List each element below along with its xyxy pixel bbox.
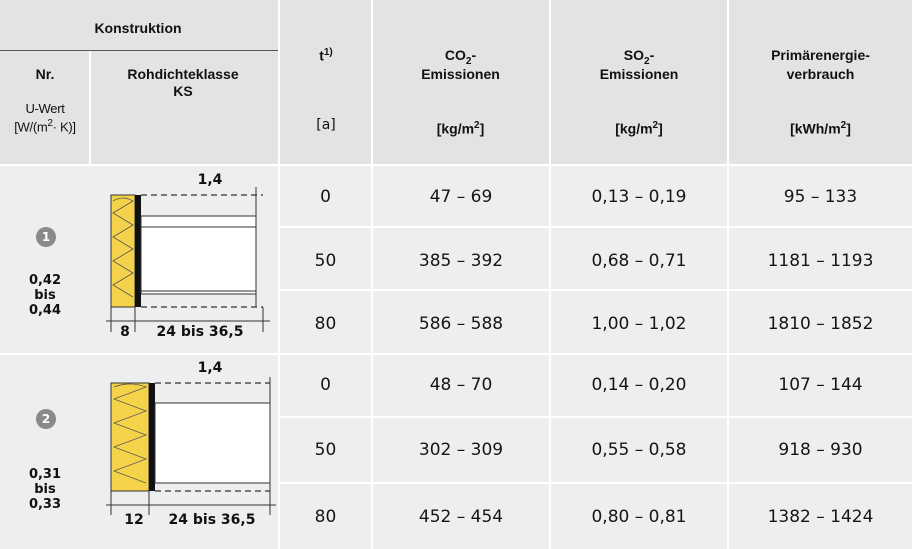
construction-2-u-to: 0,33	[28, 497, 62, 512]
header-t-unit: [a]	[316, 117, 336, 133]
row-divider-1b	[279, 289, 912, 291]
header-nr: Nr.	[35, 66, 55, 82]
table-cell-so2: 0,14 – 0,20	[591, 375, 687, 395]
header-so2: SO2-	[623, 47, 655, 67]
construction-1-u-from: 0,42	[28, 273, 62, 288]
header-background	[0, 0, 912, 165]
col-divider-co2	[371, 0, 373, 549]
table-cell-co2: 302 – 309	[418, 440, 504, 460]
table-cell-so2: 0,13 – 0,19	[591, 187, 687, 207]
header-so2-unit: [kg/m2]	[615, 120, 663, 137]
table-cell-t: 50	[314, 440, 337, 460]
table-cell-so2: 0,80 – 0,81	[591, 507, 687, 527]
col-divider-1	[89, 51, 91, 165]
table-cell-pe: 1382 – 1424	[767, 507, 874, 527]
row-divider-2a	[279, 416, 912, 418]
construction-2-badge: 2	[36, 409, 56, 429]
table-cell-t: 80	[314, 314, 337, 334]
table-cell-pe: 107 – 144	[778, 375, 863, 395]
construction-2-wall-diagram	[106, 377, 276, 515]
table-cell-pe: 1181 – 1193	[767, 251, 874, 271]
table-cell-co2: 452 – 454	[418, 507, 504, 527]
construction-1-u-bis: bis	[34, 288, 56, 303]
header-pe-line2: verbrauch	[786, 66, 855, 82]
header-konstruktion: Konstruktion	[94, 20, 182, 36]
row-divider-group	[0, 353, 912, 355]
row-divider-header	[0, 164, 912, 166]
construction-1-dim-wall: 24 bis 36,5	[156, 324, 244, 340]
construction-1-wall-diagram	[106, 187, 270, 332]
header-rohdichte-line1: Rohdichteklasse	[127, 66, 239, 82]
construction-1-badge: 1	[36, 227, 56, 247]
header-co2-line2: Emissionen	[421, 66, 500, 82]
table-cell-t: 80	[314, 507, 337, 527]
construction-2-dim-insulation: 12	[124, 512, 144, 528]
header-rohdichte-line2: KS	[173, 83, 193, 99]
table-cell-co2: 385 – 392	[418, 251, 504, 271]
construction-2-u-from: 0,31	[28, 467, 62, 482]
table-cell-co2: 586 – 588	[418, 314, 504, 334]
col-divider-so2	[549, 0, 551, 549]
table-cell-pe: 918 – 930	[778, 440, 863, 460]
table-cell-so2: 1,00 – 1,02	[591, 314, 687, 334]
col-divider-pe	[727, 0, 729, 549]
col-divider-t	[278, 0, 280, 549]
table-cell-so2: 0,68 – 0,71	[591, 251, 687, 271]
table-cell-pe: 1810 – 1852	[767, 314, 874, 334]
construction-2-dim-wall: 24 bis 36,5	[168, 512, 256, 528]
table-cell-pe: 95 – 133	[783, 187, 858, 207]
header-pe-line1: Primärenergie-	[771, 47, 870, 63]
construction-2-dim-top: 1,4	[197, 360, 223, 376]
table-cell-t: 50	[314, 251, 337, 271]
row-divider-1a	[279, 226, 912, 228]
table-cell-so2: 0,55 – 0,58	[591, 440, 687, 460]
table-cell-t: 0	[320, 375, 331, 395]
table-cell-t: 0	[320, 187, 331, 207]
header-t: t1)	[319, 47, 333, 64]
construction-1-dim-top: 1,4	[197, 172, 223, 188]
table-cell-co2: 48 – 70	[429, 375, 493, 395]
row-divider-2b	[279, 482, 912, 484]
header-uwert-line1: U-Wert	[25, 101, 65, 116]
header-uwert-line2: [W/(m2· K)]	[14, 118, 76, 135]
header-so2-line2: Emissionen	[599, 66, 679, 82]
construction-2-u-bis: bis	[34, 482, 56, 497]
konstruktion-divider	[0, 50, 278, 51]
construction-1-u-to: 0,44	[28, 303, 62, 318]
header-co2: CO2-	[444, 47, 477, 67]
construction-1-dim-insulation: 8	[120, 324, 130, 340]
header-pe-unit: [kWh/m2]	[790, 120, 851, 137]
table-cell-co2: 47 – 69	[429, 187, 493, 207]
header-co2-unit: [kg/m2]	[436, 120, 485, 137]
